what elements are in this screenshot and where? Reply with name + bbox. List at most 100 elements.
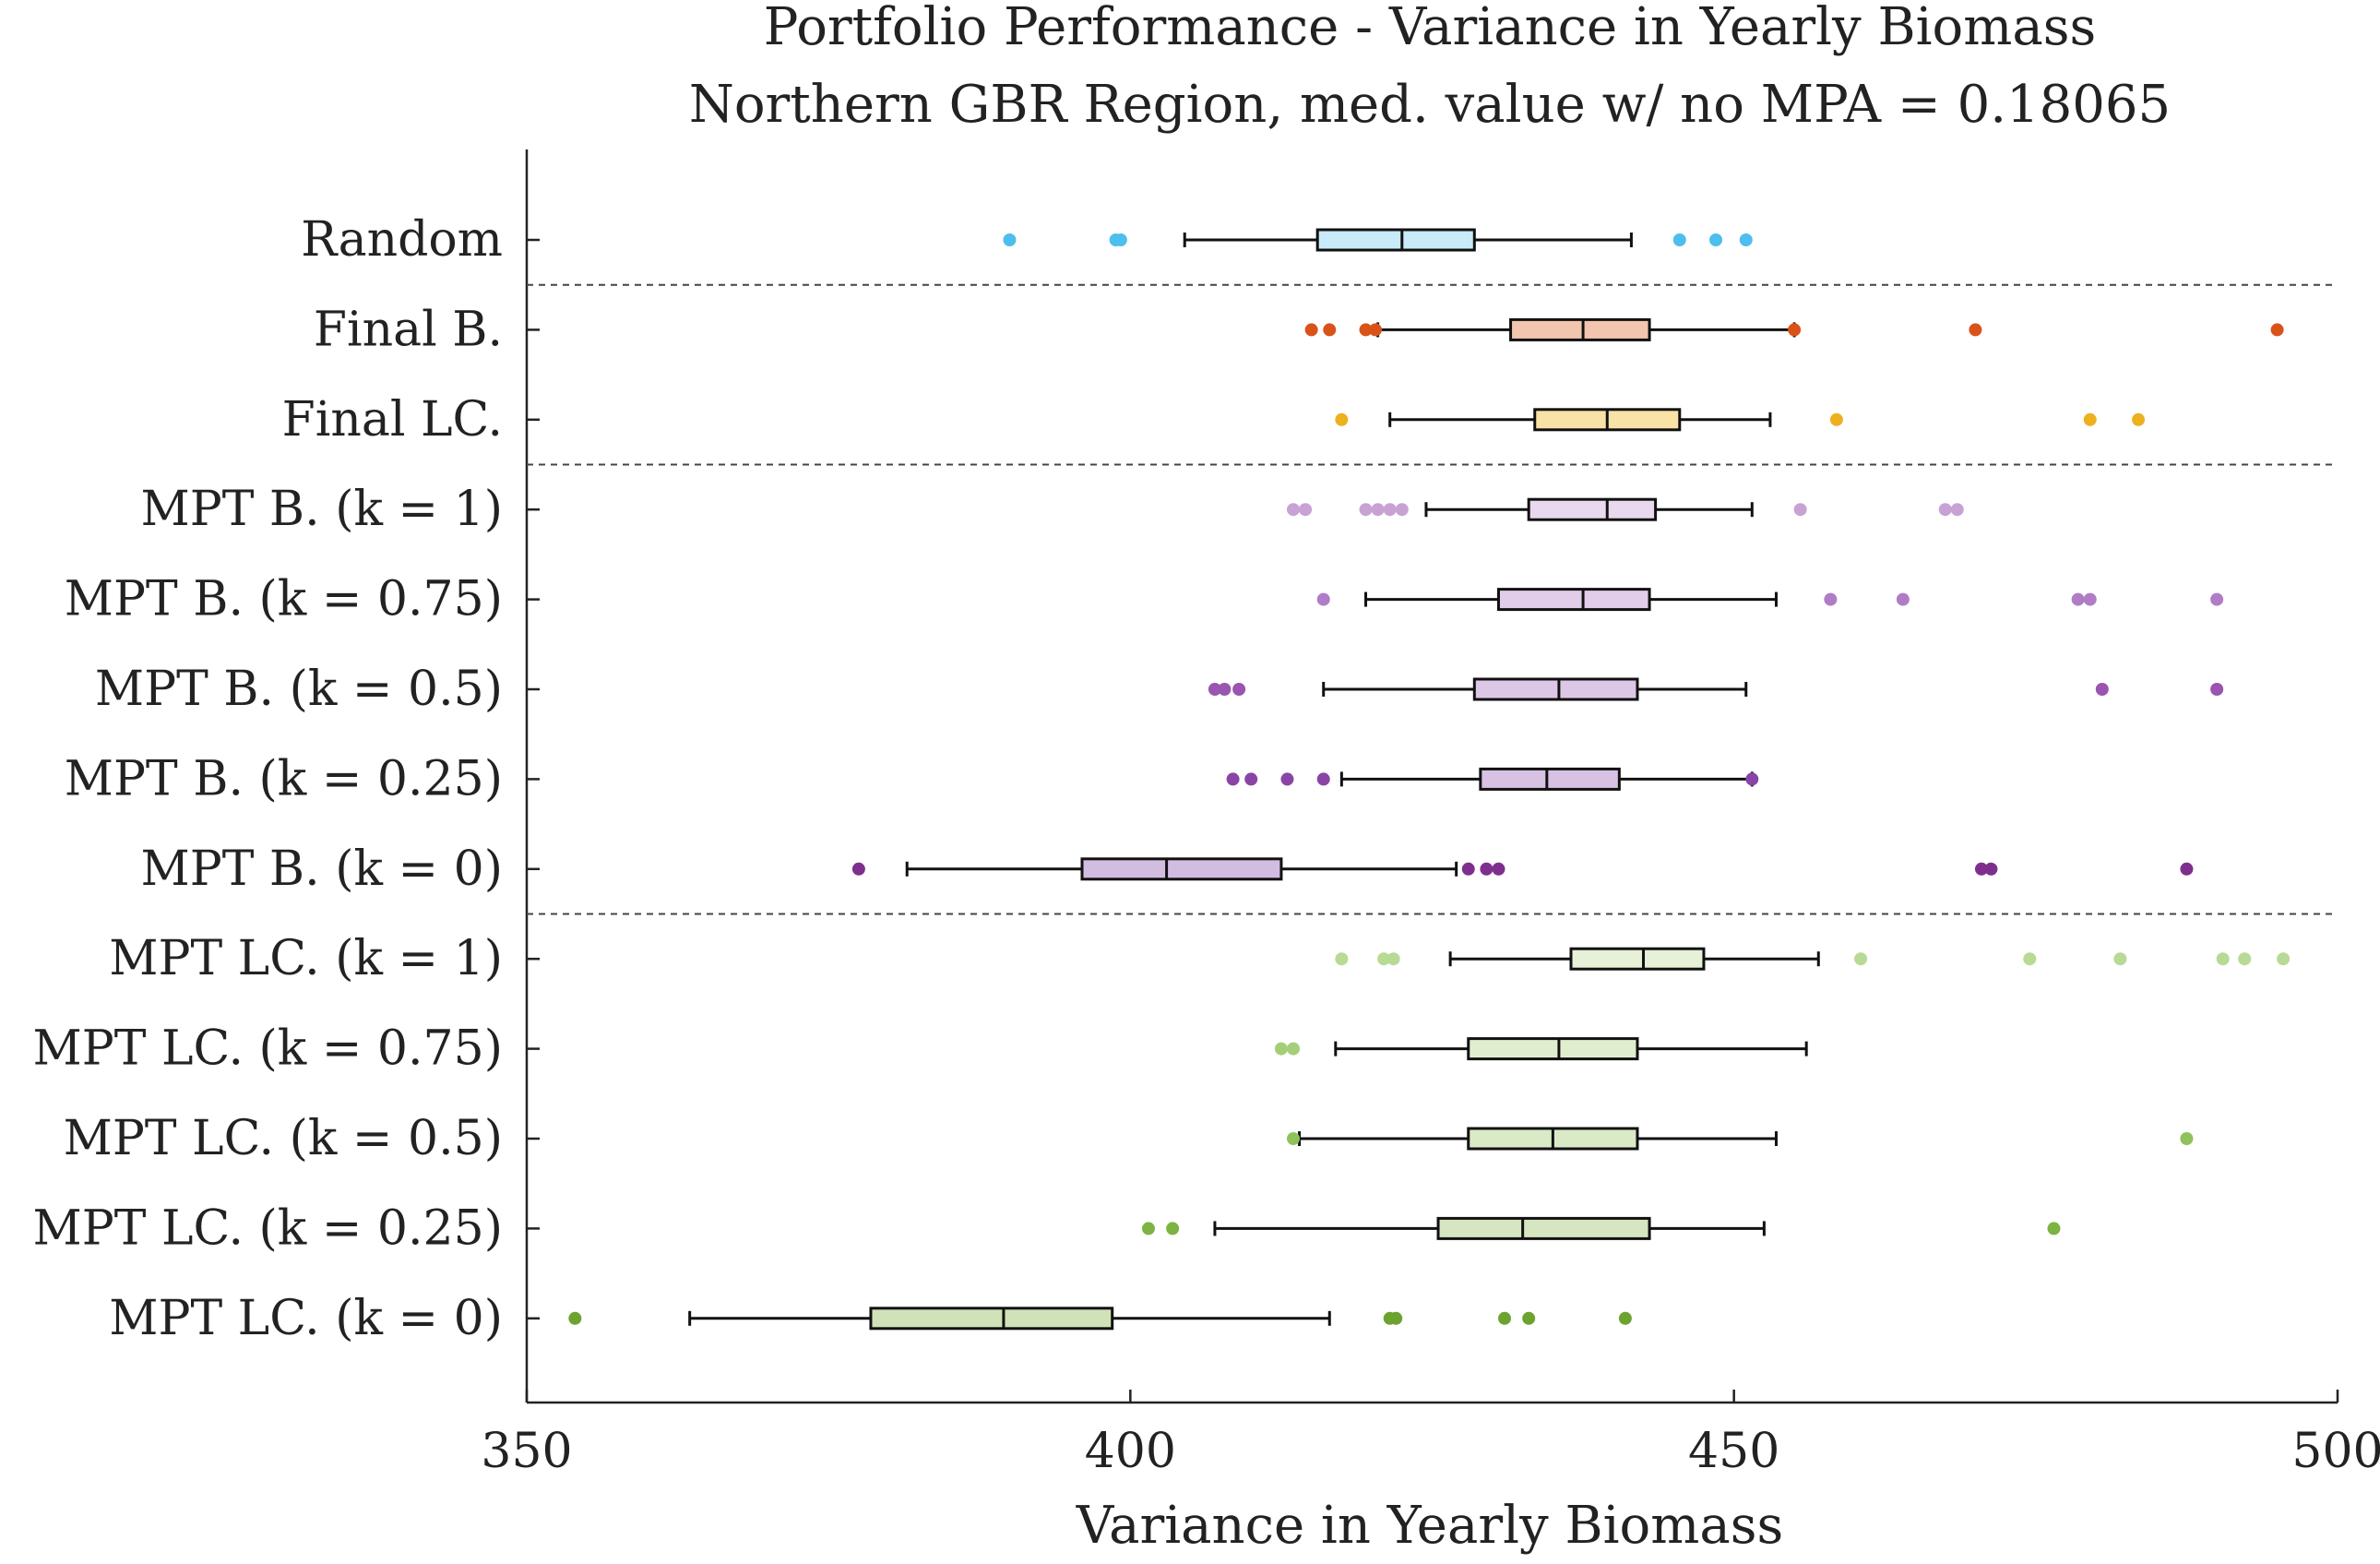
outlier-point <box>1618 1311 1632 1325</box>
iqr-box <box>1569 947 1706 971</box>
outlier-point <box>2270 323 2284 337</box>
iqr-box <box>1472 677 1639 701</box>
outlier-point <box>1389 1311 1403 1325</box>
box-series-item <box>851 857 2194 881</box>
iqr-box <box>1467 1037 1639 1061</box>
outlier-point <box>1371 503 1385 517</box>
outlier-point <box>2238 952 2252 966</box>
outlier-point <box>1166 1222 1180 1236</box>
outlier-point <box>851 862 865 876</box>
outlier-point <box>1969 323 1982 337</box>
outlier-point <box>1386 952 1400 966</box>
y-tick-label: MPT B. (k = 1) <box>140 482 503 537</box>
outlier-point <box>1829 412 1843 426</box>
box-series-item <box>1287 1127 2194 1151</box>
y-tick-label: Final LC. <box>282 392 503 448</box>
outlier-point <box>1280 772 1294 786</box>
outlier-point <box>1232 683 1246 696</box>
box-series-item <box>1274 1037 1808 1061</box>
outlier-point <box>1383 503 1397 517</box>
box-series-item <box>1003 228 1753 252</box>
outlier-point <box>1226 772 1240 786</box>
outlier-point <box>1287 1042 1301 1056</box>
iqr-box <box>1436 1216 1651 1240</box>
outlier-point <box>2113 952 2127 966</box>
outlier-point <box>1274 1042 1288 1056</box>
y-tick-label: MPT LC. (k = 1) <box>109 931 503 986</box>
outlier-point <box>1492 862 1505 876</box>
outlier-point <box>2132 412 2146 426</box>
outlier-point <box>1950 503 1964 517</box>
box-series-item <box>1287 497 1964 521</box>
outlier-point <box>2083 592 2097 606</box>
x-tick-label: 350 <box>481 1424 572 1479</box>
outlier-point <box>2210 683 2224 696</box>
outlier-point <box>1299 503 1313 517</box>
y-tick-label: MPT LC. (k = 0.25) <box>33 1200 503 1256</box>
iqr-box <box>1479 767 1621 791</box>
outlier-point <box>2047 1222 2061 1236</box>
outlier-point <box>2023 952 2037 966</box>
outlier-point <box>1739 233 1753 246</box>
box-series-item <box>1304 317 2284 341</box>
outlier-point <box>2216 952 2230 966</box>
box-series-item <box>568 1307 1632 1331</box>
y-tick-label: MPT LC. (k = 0.5) <box>64 1111 503 1166</box>
iqr-box <box>1527 497 1658 521</box>
box-series-item <box>1208 677 2224 701</box>
outlier-point <box>1672 233 1686 246</box>
outlier-point <box>2095 683 2109 696</box>
outlier-point <box>1218 683 1232 696</box>
outlier-point <box>1141 1222 1155 1236</box>
outlier-point <box>1854 952 1868 966</box>
outlier-point <box>1003 233 1017 246</box>
outlier-point <box>2277 952 2291 966</box>
outlier-point <box>1113 233 1127 246</box>
outlier-point <box>1316 592 1330 606</box>
y-tick-label: Random <box>301 212 503 268</box>
iqr-box <box>1080 857 1283 881</box>
box-series-item <box>1335 408 2146 432</box>
y-tick-label: Final B. <box>314 302 503 357</box>
outlier-point <box>1461 862 1475 876</box>
y-tick-label: MPT B. (k = 0.75) <box>65 572 503 627</box>
outlier-point <box>2180 862 2194 876</box>
iqr-box <box>1496 588 1651 612</box>
iqr-box <box>1509 317 1651 341</box>
y-tick-labels: Random Final B. Final LC. MPT B. (k = 1) MPT… <box>33 212 503 1346</box>
outlier-point <box>1359 503 1373 517</box>
chart-subtitle: Northern GBR Region, med. value w/ no MP… <box>689 75 2171 135</box>
y-tick-label: MPT B. (k = 0.25) <box>65 751 503 806</box>
axes <box>525 149 2339 1404</box>
outlier-point <box>1244 772 1258 786</box>
outlier-point <box>1788 323 1802 337</box>
x-tick-labels: 350 400 450 500 <box>481 1424 2380 1479</box>
outlier-point <box>2210 592 2224 606</box>
outlier-point <box>1287 1132 1301 1145</box>
outlier-point <box>1938 503 1952 517</box>
outlier-point <box>1359 323 1373 337</box>
outlier-point <box>1395 503 1409 517</box>
x-tick-label: 400 <box>1085 1424 1176 1479</box>
outlier-point <box>1377 952 1391 966</box>
outlier-point <box>1745 772 1759 786</box>
outlier-point <box>1368 323 1382 337</box>
x-tick-label: 450 <box>1688 1424 1779 1479</box>
outlier-point <box>1824 592 1838 606</box>
outlier-point <box>1287 503 1301 517</box>
outlier-point <box>1709 233 1723 246</box>
box-series-item <box>1141 1216 2061 1240</box>
box-series <box>568 228 2291 1331</box>
box-series-item <box>1316 588 2224 612</box>
outlier-point <box>1793 503 1807 517</box>
group-separators <box>527 283 2338 915</box>
outlier-point <box>1335 412 1349 426</box>
outlier-point <box>1522 1311 1536 1325</box>
x-axis-label: Variance in Yearly Biomass <box>1076 1496 1783 1556</box>
outlier-point <box>1896 592 1910 606</box>
outlier-point <box>1316 772 1330 786</box>
iqr-box <box>1315 228 1476 252</box>
outlier-point <box>1335 952 1349 966</box>
y-tick-label: MPT B. (k = 0.5) <box>95 662 503 717</box>
